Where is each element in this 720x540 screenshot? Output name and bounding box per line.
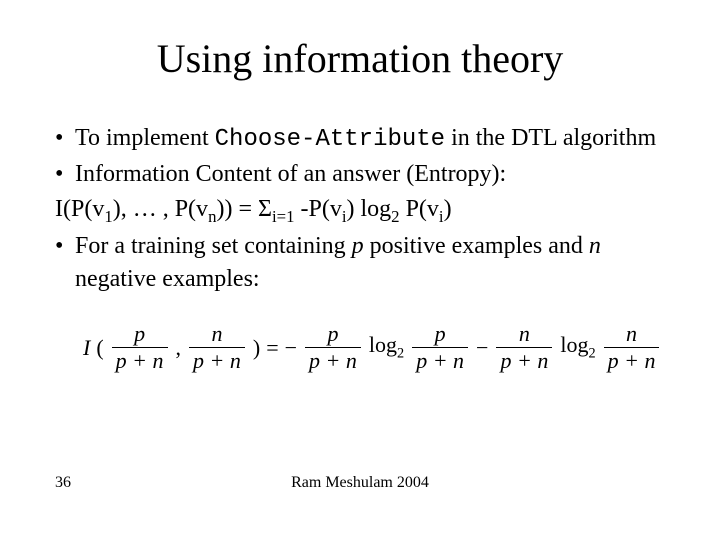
bullet-training-pre: For a training set containing	[75, 233, 352, 259]
f-I: I	[83, 335, 90, 361]
f-eq: =	[266, 335, 278, 361]
bullet-entropy-text: Information Content of an answer (Entrop…	[75, 161, 506, 187]
f-frac1-num: p	[130, 323, 149, 347]
f-frac3-den: p + n	[305, 347, 361, 372]
f-frac4-den: p + n	[412, 347, 468, 372]
bullet-implement: To implement Choose-Attribute in the DTL…	[55, 122, 665, 156]
bullet-implement-code: Choose-Attribute	[215, 126, 445, 153]
bullet-training-p: p	[352, 233, 364, 259]
f-frac3-num: p	[323, 323, 342, 347]
f-frac1-den: p + n	[112, 347, 168, 372]
slide-title: Using information theory	[55, 35, 665, 82]
f-lp1: (	[96, 335, 103, 361]
bullet-training-set: For a training set containing p positive…	[55, 230, 665, 295]
f-frac4-num: p	[431, 323, 450, 347]
f-log1: log2	[369, 332, 404, 362]
f-frac6-den: p + n	[604, 347, 660, 372]
f-frac3: p p + n	[305, 323, 361, 372]
slide: Using information theory To implement Ch…	[0, 0, 720, 540]
f-comma: ,	[176, 335, 182, 361]
f-frac1: p p + n	[112, 323, 168, 372]
f-minus1: −	[285, 335, 297, 361]
main-formula: I ( p p + n , n p + n ) = − p p + n log2…	[55, 323, 665, 372]
f-frac5-num: n	[515, 323, 534, 347]
f-frac2: n p + n	[189, 323, 245, 372]
f-frac2-den: p + n	[189, 347, 245, 372]
entropy-formula-line: I(P(v1), … , P(vn)) = Σi=1 -P(vi) log2 P…	[55, 193, 665, 228]
f-frac6: n p + n	[604, 323, 660, 372]
bullet-training-post: negative examples:	[75, 266, 260, 292]
f-frac2-num: n	[207, 323, 226, 347]
f-rp1: )	[253, 335, 260, 361]
entropy-formula-text: I(P(v1), … , P(vn)) = Σi=1 -P(vi) log2 P…	[55, 196, 452, 222]
bullet-implement-post: in the DTL algorithm	[445, 125, 656, 151]
slide-body: To implement Choose-Attribute in the DTL…	[55, 122, 665, 295]
bullet-training-mid: positive examples and	[364, 233, 589, 259]
f-log2: log2	[560, 332, 595, 362]
f-frac5: n p + n	[496, 323, 552, 372]
f-frac6-num: n	[622, 323, 641, 347]
f-log2-text: log	[560, 332, 588, 357]
main-formula-inner: I ( p p + n , n p + n ) = − p p + n log2…	[83, 323, 665, 372]
bullet-entropy: Information Content of an answer (Entrop…	[55, 158, 665, 190]
f-log1-sub: 2	[397, 346, 404, 362]
bullet-training-n: n	[589, 233, 601, 259]
f-minus2: −	[476, 335, 488, 361]
f-log1-text: log	[369, 332, 397, 357]
f-frac5-den: p + n	[496, 347, 552, 372]
footer-author: Ram Meshulam 2004	[55, 474, 665, 492]
f-log2-sub: 2	[588, 346, 595, 362]
f-frac4: p p + n	[412, 323, 468, 372]
bullet-implement-pre: To implement	[75, 125, 215, 151]
